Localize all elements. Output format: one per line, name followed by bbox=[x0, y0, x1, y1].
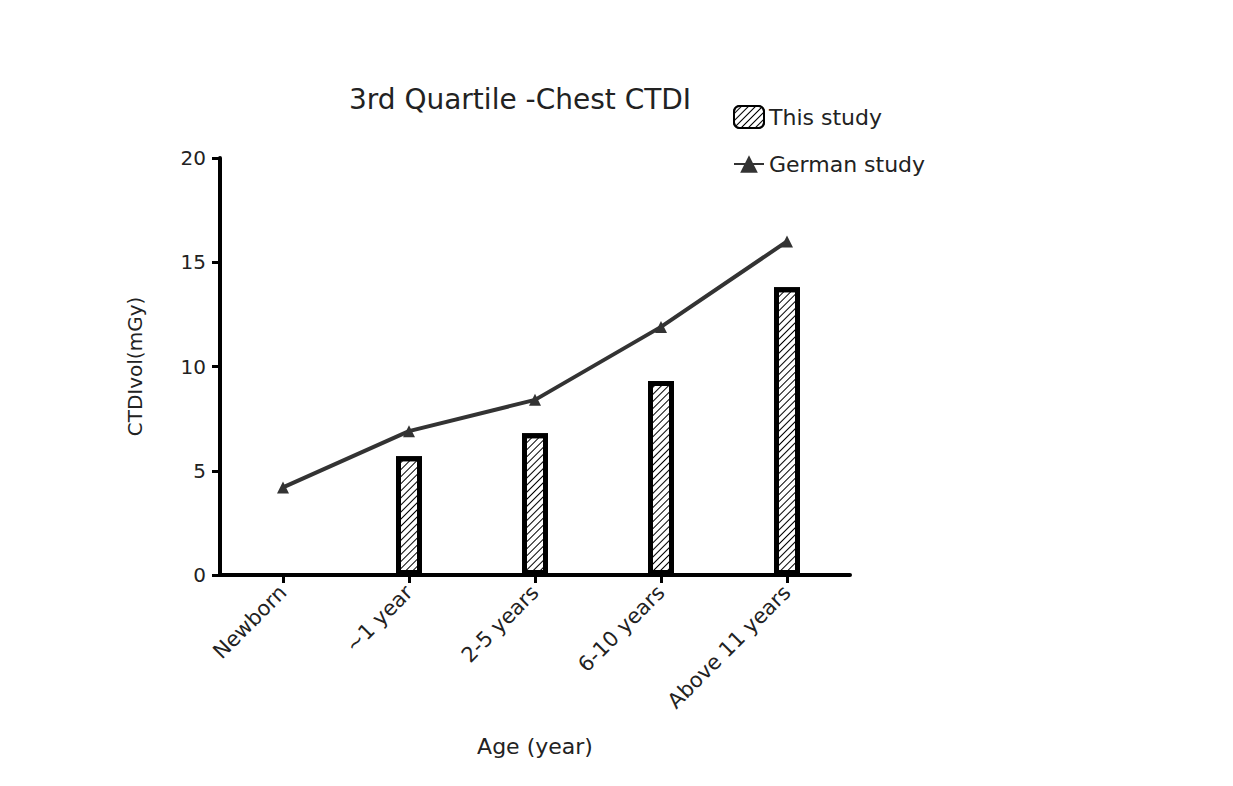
svg-text:~1 year: ~1 year bbox=[341, 580, 418, 657]
svg-text:6-10 years: 6-10 years bbox=[573, 581, 669, 677]
svg-text:German study: German study bbox=[769, 152, 925, 177]
svg-text:Newborn: Newborn bbox=[208, 581, 291, 664]
svg-text:5: 5 bbox=[193, 459, 206, 483]
svg-text:CTDIvol(mGy): CTDIvol(mGy) bbox=[123, 297, 147, 437]
svg-text:0: 0 bbox=[193, 563, 206, 587]
svg-text:3rd Quartile -Chest CTDI: 3rd Quartile -Chest CTDI bbox=[349, 83, 691, 116]
svg-text:10: 10 bbox=[181, 355, 206, 379]
svg-text:Above 11 years: Above 11 years bbox=[663, 581, 796, 714]
svg-text:20: 20 bbox=[181, 146, 206, 170]
svg-text:Age (year): Age (year) bbox=[477, 734, 593, 759]
svg-text:2-5 years: 2-5 years bbox=[457, 581, 544, 668]
svg-text:This study: This study bbox=[768, 105, 882, 130]
svg-text:15: 15 bbox=[181, 250, 206, 274]
